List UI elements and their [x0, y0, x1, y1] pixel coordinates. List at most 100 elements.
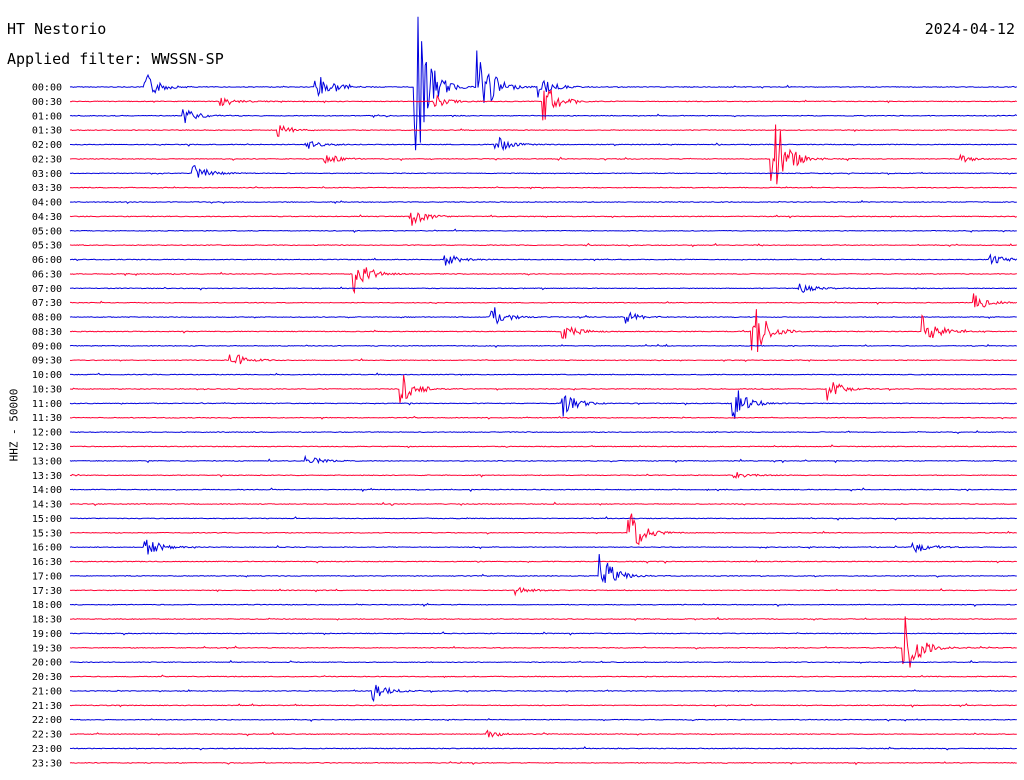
trace-line	[69, 454, 1017, 465]
trace-line	[70, 444, 1017, 449]
row-time-label: 02:00	[32, 140, 62, 151]
trace-line	[70, 293, 1018, 308]
trace-line	[69, 554, 1017, 583]
trace-line	[69, 228, 1017, 234]
trace-line	[70, 283, 1018, 293]
filter-label: Applied filter: WWSSN-SP	[7, 50, 224, 68]
row-time-label: 16:30	[32, 557, 62, 568]
trace-line	[69, 124, 1017, 137]
row-time-label: 19:30	[32, 643, 62, 654]
row-time-label: 07:30	[32, 298, 62, 309]
row-time-label: 04:30	[32, 212, 62, 223]
row-time-label: 09:00	[32, 341, 62, 352]
row-time-label: 01:00	[32, 111, 62, 122]
trace-line	[69, 559, 1017, 564]
row-time-label: 01:30	[32, 126, 62, 137]
trace-line	[69, 267, 1017, 295]
station-title: HT Nestorio	[7, 20, 107, 38]
trace-line	[69, 199, 1017, 205]
row-time-label: 09:30	[32, 356, 62, 367]
trace-line	[70, 372, 1017, 376]
trace-line	[69, 586, 1018, 597]
row-time-label: 10:30	[32, 384, 62, 395]
trace-line	[69, 343, 1018, 348]
row-time-label: 08:30	[32, 327, 62, 338]
row-time-label: 08:00	[32, 313, 62, 324]
row-time-label: 15:30	[32, 528, 62, 539]
row-time-label: 18:30	[32, 615, 62, 626]
row-time-label: 03:00	[32, 169, 62, 180]
row-time-label: 22:00	[32, 715, 62, 726]
trace-line	[69, 684, 1017, 703]
trace-line	[69, 309, 1017, 353]
row-time-label: 03:30	[32, 183, 62, 194]
trace-line	[69, 109, 1018, 124]
trace-line	[69, 390, 1017, 419]
row-time-label: 17:30	[32, 586, 62, 597]
trace-line	[69, 761, 1017, 766]
trace-line	[69, 602, 1017, 607]
trace-line	[69, 164, 1017, 178]
row-time-label: 22:30	[32, 730, 62, 741]
row-time-label: 21:30	[32, 701, 62, 712]
row-time-label: 13:00	[32, 456, 62, 467]
trace-line	[70, 136, 1017, 152]
trace-line	[69, 16, 1018, 151]
trace-line	[69, 674, 1017, 679]
row-time-label: 12:00	[32, 428, 62, 439]
trace-line	[69, 659, 1017, 664]
row-time-label: 11:00	[32, 399, 62, 410]
row-time-label: 20:30	[32, 672, 62, 683]
date-label: 2024-04-12	[924, 20, 1015, 38]
trace-line	[69, 631, 1017, 636]
row-time-label: 14:30	[32, 500, 62, 511]
trace-line	[69, 89, 1017, 121]
row-time-label: 04:00	[32, 198, 62, 209]
row-time-label: 14:00	[32, 485, 62, 496]
row-time-label: 06:30	[32, 269, 62, 280]
trace-line	[69, 718, 1017, 722]
row-time-label: 00:00	[32, 83, 62, 94]
trace-line	[69, 212, 1018, 226]
row-time-label: 07:00	[32, 284, 62, 295]
row-time-label: 05:00	[32, 226, 62, 237]
row-time-label: 11:30	[32, 413, 62, 424]
row-time-label: 15:00	[32, 514, 62, 525]
row-time-label: 16:00	[32, 543, 62, 554]
trace-line	[69, 375, 1017, 404]
trace-line	[69, 516, 1017, 521]
trace-line	[69, 430, 1017, 435]
trace-line	[69, 729, 1017, 738]
trace-line	[69, 354, 1017, 365]
trace-line	[69, 124, 1017, 185]
row-time-label: 06:00	[32, 255, 62, 266]
trace-line	[69, 307, 1017, 325]
row-time-label: 23:30	[32, 758, 62, 769]
row-time-label: 05:30	[32, 241, 62, 252]
trace-line	[69, 539, 1017, 555]
trace-line	[69, 253, 1018, 266]
trace-line	[69, 487, 1017, 493]
row-time-label: 21:00	[32, 686, 62, 697]
row-time-label: 18:00	[32, 600, 62, 611]
row-time-label: 12:30	[32, 442, 62, 453]
trace-line	[69, 746, 1017, 751]
row-time-label: 02:30	[32, 154, 62, 165]
row-time-label: 17:00	[32, 571, 62, 582]
row-time-label: 10:00	[32, 370, 62, 381]
trace-line	[69, 242, 1017, 248]
trace-line	[69, 703, 1017, 708]
trace-line	[69, 616, 1017, 621]
row-time-label: 19:00	[32, 629, 62, 640]
row-time-label: 00:30	[32, 97, 62, 108]
row-time-label: 20:00	[32, 658, 62, 669]
trace-line	[70, 513, 1017, 546]
trace-line	[69, 415, 1017, 420]
trace-line	[69, 472, 1017, 479]
row-time-label: 13:30	[32, 471, 62, 482]
trace-line	[69, 501, 1017, 507]
trace-line	[69, 186, 1017, 190]
trace-line	[69, 616, 1017, 668]
row-time-label: 23:00	[32, 744, 62, 755]
